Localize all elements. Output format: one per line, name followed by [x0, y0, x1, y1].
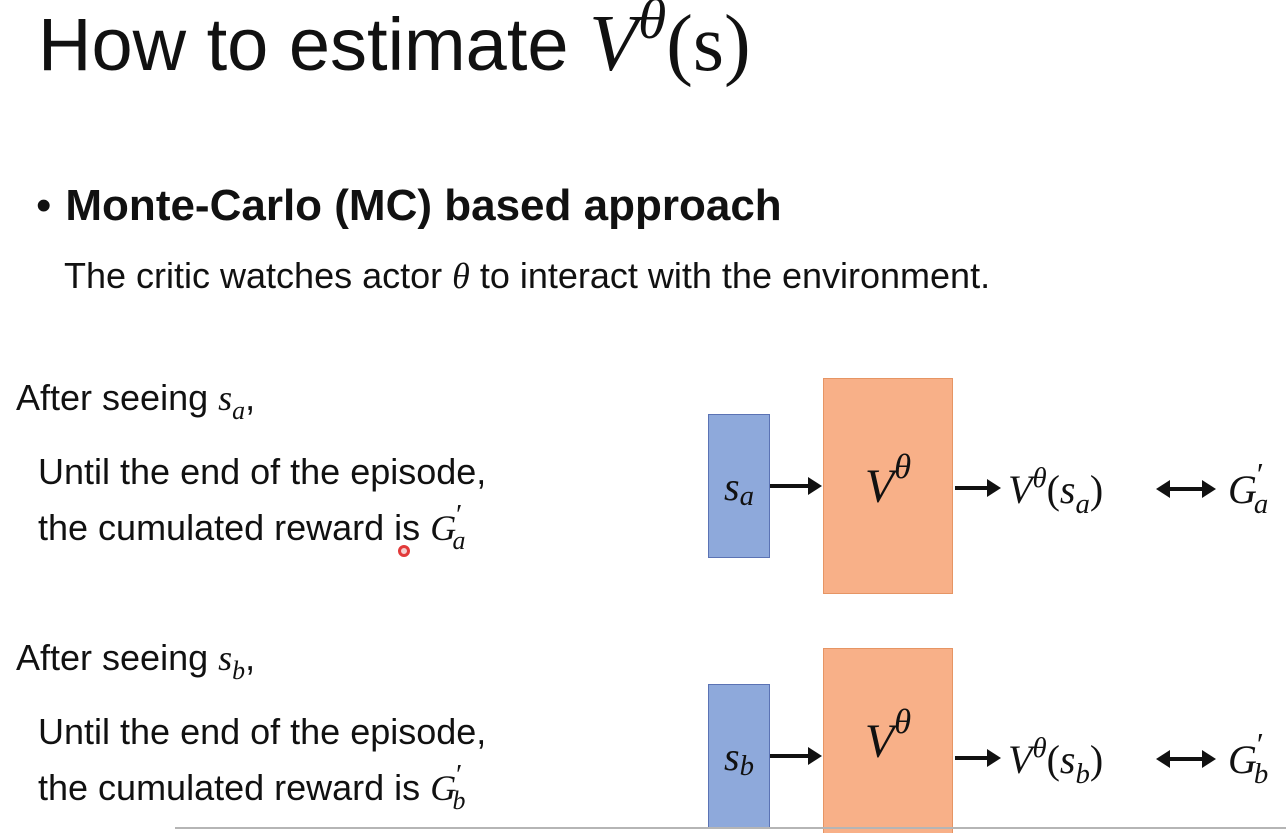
example-a-reward: G′a — [430, 501, 465, 554]
example-b-output-open: ( — [1046, 737, 1060, 782]
example-a-line1: After seeing sa, — [16, 377, 256, 424]
example-b-network-sup: θ — [894, 702, 912, 741]
example-b-line3-text: the cumulated reward is — [38, 767, 431, 808]
example-a-output-var: V — [1008, 467, 1033, 512]
example-a-target: G′a — [1228, 458, 1268, 518]
slide-title: How to estimate Vθ(s) — [38, 0, 751, 86]
bullet-heading-text: Monte-Carlo (MC) based approach — [65, 181, 782, 230]
example-a-output-close: ) — [1089, 467, 1104, 512]
example-b-line1-text: After seeing — [16, 637, 219, 678]
title-math: Vθ(s) — [589, 0, 751, 88]
example-b-output-sup: θ — [1032, 732, 1047, 765]
example-b-target-var: G — [1228, 737, 1257, 782]
example-b-output-state-var: s — [1059, 737, 1076, 782]
bullet-dot: • — [36, 181, 52, 230]
example-a-target-sub: a — [1253, 488, 1269, 521]
example-b-target: G′b — [1228, 728, 1268, 788]
example-a-line1-post: , — [245, 377, 256, 418]
example-a-state: sa — [218, 378, 245, 424]
example-b-input-sub: b — [739, 749, 754, 782]
example-b-state-sub: b — [232, 656, 246, 686]
example-b-arrow-out — [955, 749, 1001, 767]
example-a-reward-var: G — [430, 508, 457, 548]
example-b-reward-var: G — [430, 768, 457, 808]
example-b-arrow-in — [770, 747, 822, 765]
example-b-input-var: s — [724, 733, 740, 779]
example-b-output-close: ) — [1089, 737, 1104, 782]
example-a-compare-arrow — [1156, 480, 1216, 498]
example-a-state-sub: a — [232, 396, 246, 426]
title-var: V — [589, 0, 638, 88]
example-a-output-state-sub: a — [1075, 488, 1090, 521]
example-a-line3-text: the cumulated reward is — [38, 507, 431, 548]
example-b-line1: After seeing sb, — [16, 637, 256, 684]
example-b-line3: the cumulated reward is G′b — [38, 761, 465, 814]
example-a-input-sub: a — [739, 479, 754, 512]
example-a-target-var: G — [1228, 467, 1257, 512]
example-a-state-var: s — [218, 378, 233, 418]
example-b-reward-sub: b — [452, 786, 466, 816]
bullet-subline: The critic watches actor θ to interact w… — [64, 255, 991, 296]
subline-pre: The critic watches actor — [64, 255, 453, 296]
subline-post: to interact with the environment. — [469, 255, 991, 296]
example-a-line1-text: After seeing — [16, 377, 219, 418]
example-a-network-var: V — [864, 459, 895, 513]
example-a-output-sup: θ — [1032, 462, 1047, 495]
example-a-input-var: s — [724, 463, 740, 509]
example-a-reward-prime: ′ — [454, 499, 461, 532]
title-sup: θ — [637, 0, 667, 52]
example-a-arrow-in — [770, 477, 822, 495]
video-controls-edge — [175, 827, 1286, 829]
example-b-output: Vθ(sb) — [1008, 734, 1104, 789]
example-a-reward-sub: a — [452, 526, 466, 556]
example-b-output-var: V — [1008, 737, 1033, 782]
example-a-line3: the cumulated reward is G′a — [38, 501, 465, 554]
example-b-line2: Until the end of the episode, — [38, 711, 487, 752]
title-arg: (s) — [666, 0, 751, 88]
title-text: How to estimate — [38, 3, 590, 86]
example-b-reward-prime: ′ — [454, 759, 461, 792]
example-a-output-state-var: s — [1059, 467, 1076, 512]
example-a-output-open: ( — [1046, 467, 1060, 512]
example-a-arrow-out — [955, 479, 1001, 497]
example-b-state: sb — [218, 638, 245, 684]
example-b-output-state-sub: b — [1075, 758, 1090, 791]
example-b-line1-post: , — [245, 637, 256, 678]
example-a-output: Vθ(sa) — [1008, 464, 1104, 519]
laser-pointer-icon — [398, 545, 410, 557]
example-a-network-sup: θ — [894, 447, 912, 486]
example-b-network-var: V — [864, 714, 895, 768]
example-b-reward: G′b — [430, 761, 465, 814]
example-b-target-prime: ′ — [1254, 726, 1262, 763]
example-a-target-prime: ′ — [1254, 456, 1262, 493]
example-b-compare-arrow — [1156, 750, 1216, 768]
bullet-heading: • Monte-Carlo (MC) based approach — [36, 184, 782, 228]
example-a-line2: Until the end of the episode, — [38, 451, 487, 492]
example-b-state-var: s — [218, 638, 233, 678]
subline-theta: θ — [452, 256, 470, 296]
example-b-target-sub: b — [1253, 758, 1269, 791]
